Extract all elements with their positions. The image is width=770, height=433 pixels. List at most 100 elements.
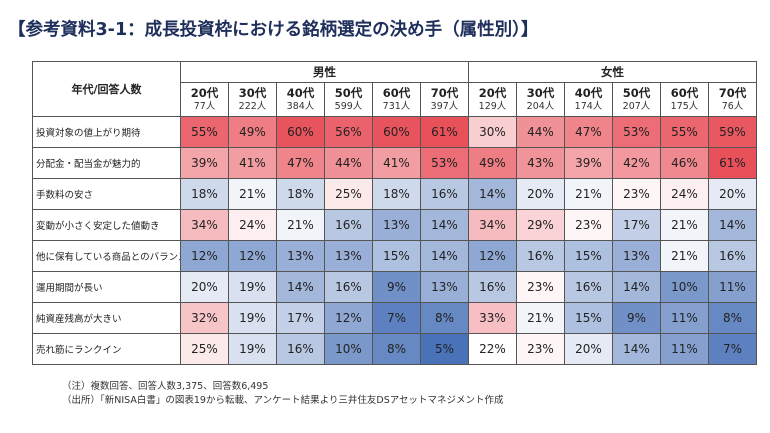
heatmap-cell: 47% (276, 147, 325, 179)
heatmap-table: 年代/回答人数 男性 女性 20代 77人 30代 222人 40代 384人 50代 599… (32, 61, 757, 365)
heatmap-cell: 9% (612, 302, 661, 334)
heatmap-cell: 20% (180, 271, 229, 303)
heatmap-cell: 29% (516, 209, 565, 241)
heatmap-cell: 12% (228, 240, 277, 272)
heatmap-cell: 5% (420, 333, 469, 365)
heatmap-cell: 24% (660, 178, 709, 210)
heatmap-cell: 34% (468, 209, 517, 241)
heatmap-cell: 25% (324, 178, 373, 210)
heatmap-cell: 53% (612, 116, 661, 148)
table-row: 他に保有している商品とのバランス 12% 12% 13% 13% 15% 14% 12% 16%… (32, 240, 757, 272)
heatmap-cell: 13% (420, 271, 469, 303)
heatmap-cell: 39% (180, 147, 229, 179)
age-label: 20代 (190, 85, 219, 100)
heatmap-cell: 39% (564, 147, 613, 179)
heatmap-cell: 14% (612, 333, 661, 365)
age-label: 50代 (334, 85, 363, 100)
heatmap-cell: 32% (180, 302, 229, 334)
gender-male-header: 男性 (180, 61, 469, 83)
row-label: 他に保有している商品とのバランス (32, 240, 181, 272)
heatmap-cell: 22% (468, 333, 517, 365)
heatmap-cell: 16% (324, 209, 373, 241)
heatmap-cell: 21% (660, 209, 709, 241)
heatmap-cell: 43% (516, 147, 565, 179)
heatmap-cell: 20% (516, 178, 565, 210)
heatmap-cell: 14% (420, 240, 469, 272)
heatmap-cell: 56% (324, 116, 373, 148)
age-header-cell: 50代 207人 (612, 82, 661, 117)
heatmap-cell: 53% (420, 147, 469, 179)
row-label: 売れ筋にランクイン (32, 333, 181, 365)
heatmap-cell: 15% (564, 240, 613, 272)
heatmap-cell: 21% (564, 178, 613, 210)
age-label: 40代 (574, 85, 603, 100)
heatmap-cell: 13% (276, 240, 325, 272)
heatmap-cell: 16% (324, 271, 373, 303)
respondent-count: 204人 (526, 100, 555, 112)
respondent-count: 222人 (238, 100, 267, 112)
heatmap-cell: 17% (276, 302, 325, 334)
heatmap-cell: 19% (228, 302, 277, 334)
heatmap-cell: 7% (372, 302, 421, 334)
respondent-count: 731人 (382, 100, 411, 112)
heatmap-cell: 15% (564, 302, 613, 334)
table-row: 運用期間が長い 20% 19% 14% 16% 9% 13% 16% 23% 16% 14% 10% 1… (32, 271, 757, 303)
heatmap-cell: 21% (276, 209, 325, 241)
heatmap-cell: 44% (324, 147, 373, 179)
heatmap-cell: 16% (564, 271, 613, 303)
row-label: 手数料の安さ (32, 178, 181, 210)
heatmap-cell: 41% (228, 147, 277, 179)
table-row: 純資産残高が大きい 32% 19% 17% 12% 7% 8% 33% 21% 15% 9% 11% 8… (32, 302, 757, 334)
table-row: 売れ筋にランクイン 25% 19% 16% 10% 8% 5% 22% 23% 20% 14% 11%… (32, 333, 757, 365)
heatmap-cell: 13% (324, 240, 373, 272)
age-header-cell: 30代 204人 (516, 82, 565, 117)
heatmap-cell: 16% (708, 240, 757, 272)
heatmap-cell: 21% (660, 240, 709, 272)
row-header-label: 年代/回答人数 (32, 61, 181, 117)
age-header-cell: 60代 731人 (372, 82, 421, 117)
age-label: 20代 (478, 85, 507, 100)
respondent-count: 129人 (478, 100, 507, 112)
heatmap-cell: 49% (468, 147, 517, 179)
source-line: （出所）「新NISA白書」の図表19から転載、アンケート結果より三井住友DSアセ… (62, 395, 504, 406)
heatmap-cell: 14% (612, 271, 661, 303)
table-row: 変動が小さく安定した値動き 34% 24% 21% 16% 13% 14% 34% 29% 23%… (32, 209, 757, 241)
heatmap-cell: 44% (516, 116, 565, 148)
age-label: 40代 (286, 85, 315, 100)
heatmap-cell: 10% (324, 333, 373, 365)
footnotes: （注）複数回答、回答人数3,375、回答数6,495 （出所）「新NISA白書」… (62, 380, 504, 408)
heatmap-cell: 12% (180, 240, 229, 272)
heatmap-cell: 12% (324, 302, 373, 334)
respondent-count: 77人 (193, 100, 216, 112)
heatmap-cell: 16% (276, 333, 325, 365)
heatmap-cell: 16% (468, 271, 517, 303)
age-label: 70代 (718, 85, 747, 100)
age-header-cell: 40代 384人 (276, 82, 325, 117)
age-label: 70代 (430, 85, 459, 100)
heatmap-cell: 9% (372, 271, 421, 303)
heatmap-cell: 16% (516, 240, 565, 272)
age-header-row: 20代 77人 30代 222人 40代 384人 50代 599人 60代 731人 70代 397… (33, 82, 757, 117)
heatmap-cell: 12% (468, 240, 517, 272)
heatmap-cell: 14% (420, 209, 469, 241)
heatmap-cell: 25% (180, 333, 229, 365)
heatmap-cell: 55% (180, 116, 229, 148)
heatmap-cell: 15% (372, 240, 421, 272)
age-header-cell: 50代 599人 (324, 82, 373, 117)
heatmap-cell: 59% (708, 116, 757, 148)
heatmap-cell: 18% (372, 178, 421, 210)
respondent-count: 174人 (574, 100, 603, 112)
heatmap-cell: 24% (228, 209, 277, 241)
age-header-cell: 20代 129人 (468, 82, 517, 117)
heatmap-cell: 14% (708, 209, 757, 241)
note-line: （注）複数回答、回答人数3,375、回答数6,495 (62, 381, 269, 392)
respondent-count: 599人 (334, 100, 363, 112)
age-label: 60代 (670, 85, 699, 100)
heatmap-cell: 21% (228, 178, 277, 210)
gender-female-header: 女性 (468, 61, 757, 83)
age-header-cell: 60代 175人 (660, 82, 709, 117)
age-header-cell: 20代 77人 (180, 82, 229, 117)
age-label: 50代 (622, 85, 651, 100)
heatmap-cell: 16% (420, 178, 469, 210)
heatmap-cell: 23% (516, 271, 565, 303)
